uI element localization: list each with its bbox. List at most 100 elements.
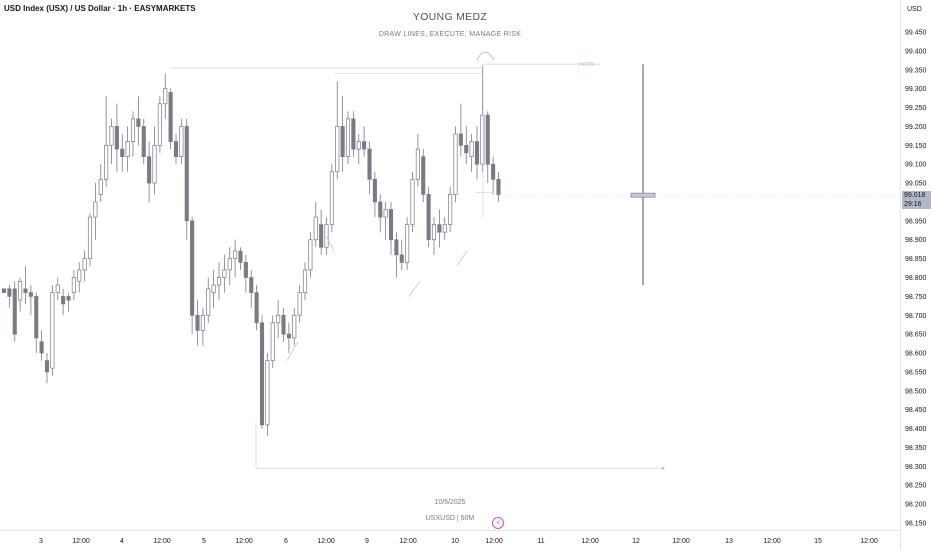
symbol-title[interactable]: USD Index (USX) / US Dollar · 1h · EASYM…: [4, 4, 196, 13]
candle-body: [313, 216, 318, 241]
candle-body: [399, 254, 404, 263]
candle-body: [302, 269, 308, 293]
candle-body: [93, 201, 98, 218]
y-tick-label: 99.050: [905, 181, 927, 188]
candle-body: [28, 292, 33, 297]
watermark-date: 10/6/2025: [434, 499, 466, 506]
y-tick-label: 98.800: [905, 275, 927, 282]
candle-body: [98, 178, 103, 195]
candle-body: [152, 144, 157, 184]
candle-body: [163, 88, 168, 105]
candle-body: [335, 126, 340, 173]
candle-body: [120, 148, 125, 157]
candle-body: [23, 288, 28, 293]
x-tick-label: 12:00: [72, 538, 90, 545]
candle-body: [496, 178, 501, 195]
candle-body: [259, 322, 265, 426]
watermark-symbol: USXUSD | 60M: [425, 515, 475, 522]
x-tick-label: 12:00: [763, 538, 781, 545]
x-tick-label: 12: [632, 538, 640, 545]
candle-body: [200, 314, 205, 331]
x-tick-label: 3: [39, 538, 43, 545]
candle-body: [179, 126, 184, 157]
candle-body: [308, 239, 313, 271]
candle-body: [190, 220, 195, 316]
candle-body: [372, 178, 377, 203]
candle-body: [426, 194, 431, 241]
y-tick-label: 98.300: [905, 464, 927, 471]
candle-body: [173, 141, 179, 157]
candle-body: [71, 277, 76, 293]
x-tick-label: 12:00: [581, 538, 599, 545]
y-tick-label: 98.200: [905, 502, 927, 509]
candle-body: [324, 224, 329, 248]
candle-body: [238, 250, 243, 263]
hand-mark: [325, 235, 335, 252]
candle-body: [39, 341, 44, 354]
current-price-badge: 99.018 29:16: [902, 191, 931, 209]
candle-body: [448, 194, 453, 225]
candle-body: [227, 258, 232, 271]
candle-body: [345, 118, 351, 157]
candle-body: [383, 209, 388, 218]
candle-body: [394, 239, 399, 256]
candle-body: [410, 178, 415, 225]
y-tick-label: 98.650: [905, 332, 927, 339]
candle-body: [378, 201, 383, 218]
y-tick-label: 98.900: [905, 237, 927, 244]
x-tick-label: 6: [284, 538, 288, 545]
watermark-subtitle: DRAW LINES, EXECUTE, MANAGE RISK: [378, 31, 522, 38]
candle-body: [485, 114, 490, 165]
candle-body: [491, 163, 496, 180]
candle-body: [356, 141, 361, 150]
countdown-timer: 29:16: [904, 201, 922, 208]
currency-label[interactable]: USD: [907, 6, 922, 13]
candle-body: [281, 314, 286, 335]
candle-body: [367, 148, 372, 180]
candle-body: [136, 118, 141, 127]
y-tick-label: 99.100: [905, 162, 927, 169]
candle-body: [405, 224, 410, 263]
candle-body: [233, 250, 238, 259]
y-tick-label: 98.150: [905, 521, 927, 528]
candle-body: [109, 126, 114, 146]
x-tick-label: 12:00: [672, 538, 690, 545]
x-tick-label: 10: [451, 538, 459, 545]
candle-body: [458, 133, 463, 146]
candle-body: [77, 269, 82, 282]
candle-body: [66, 296, 71, 301]
candle-body: [61, 296, 66, 305]
x-tick-label: 12:00: [153, 538, 171, 545]
candle-body: [469, 141, 474, 157]
y-tick-label: 98.500: [905, 388, 927, 395]
candle-body: [18, 280, 23, 301]
candle-body: [130, 118, 136, 142]
lightning-icon[interactable]: ⚡: [492, 517, 504, 529]
candle-body: [388, 209, 394, 241]
x-tick-label: 12:00: [235, 538, 253, 545]
candle-body: [147, 156, 152, 184]
candle-body: [319, 224, 324, 248]
candle-body: [222, 269, 227, 278]
candle-body: [114, 126, 119, 150]
candle-body: [50, 292, 55, 369]
y-tick-label: 98.550: [905, 369, 927, 376]
candle-body: [87, 216, 93, 259]
candle-body: [329, 171, 334, 225]
candle-body: [265, 360, 270, 426]
candle-body: [297, 292, 302, 316]
x-tick-label: 15: [814, 538, 822, 545]
hotw-label: HOTW: [579, 62, 595, 68]
candle-body: [168, 92, 173, 142]
candle-body: [141, 126, 146, 157]
arc-drawing: [476, 51, 495, 61]
y-tick-label: 98.850: [905, 256, 927, 263]
y-tick-label: 98.750: [905, 294, 927, 301]
candle-body: [442, 224, 447, 233]
watermark-title: YOUNG MEDZ: [412, 11, 488, 23]
candle-body: [351, 118, 356, 150]
x-tick-label: 9: [365, 538, 369, 545]
y-tick-label: 98.450: [905, 407, 927, 414]
y-tick-label: 99.200: [905, 124, 927, 131]
